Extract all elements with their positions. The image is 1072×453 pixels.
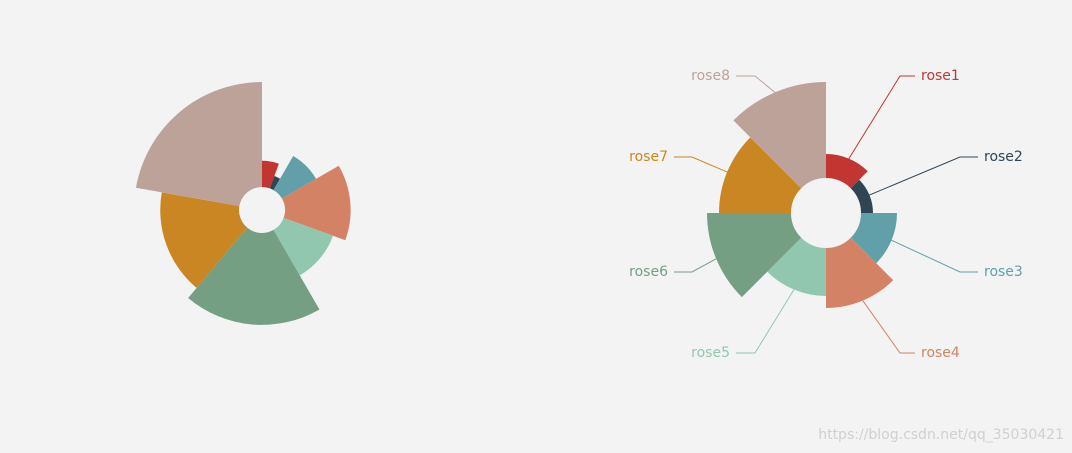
rose-slice	[719, 137, 802, 213]
rose-slice	[262, 160, 279, 189]
rose-slice	[269, 176, 281, 191]
rose-slice	[273, 155, 317, 199]
label-line	[674, 156, 730, 174]
rose-slice	[733, 82, 826, 189]
slice-label: rose7	[629, 149, 668, 165]
rose-slice	[767, 237, 826, 296]
slice-label: rose2	[984, 149, 1023, 165]
slice-label: rose8	[691, 68, 730, 84]
rose-slice	[850, 179, 873, 213]
rose-slice	[160, 192, 248, 288]
label-line	[674, 257, 719, 273]
watermark: https://blog.csdn.net/qq_35030421	[818, 427, 1064, 443]
rose-slice	[188, 227, 320, 325]
label-line	[867, 156, 978, 197]
label-line	[861, 298, 915, 354]
slice-label: rose1	[921, 68, 960, 84]
label-line	[736, 287, 796, 354]
rose-slice	[850, 213, 897, 264]
slice-label: rose6	[629, 264, 668, 280]
rose-slice	[281, 165, 351, 241]
slice-label: rose5	[691, 345, 730, 361]
rose-slice	[707, 213, 802, 298]
rose-slice	[826, 154, 868, 189]
slice-label: rose3	[984, 264, 1023, 280]
rose-slice	[826, 237, 894, 308]
label-line	[889, 238, 978, 273]
label-line	[847, 75, 915, 161]
rose-slice	[273, 217, 333, 276]
slice-label: rose4	[921, 345, 960, 361]
rose-slice	[135, 82, 262, 207]
label-line	[736, 75, 777, 95]
